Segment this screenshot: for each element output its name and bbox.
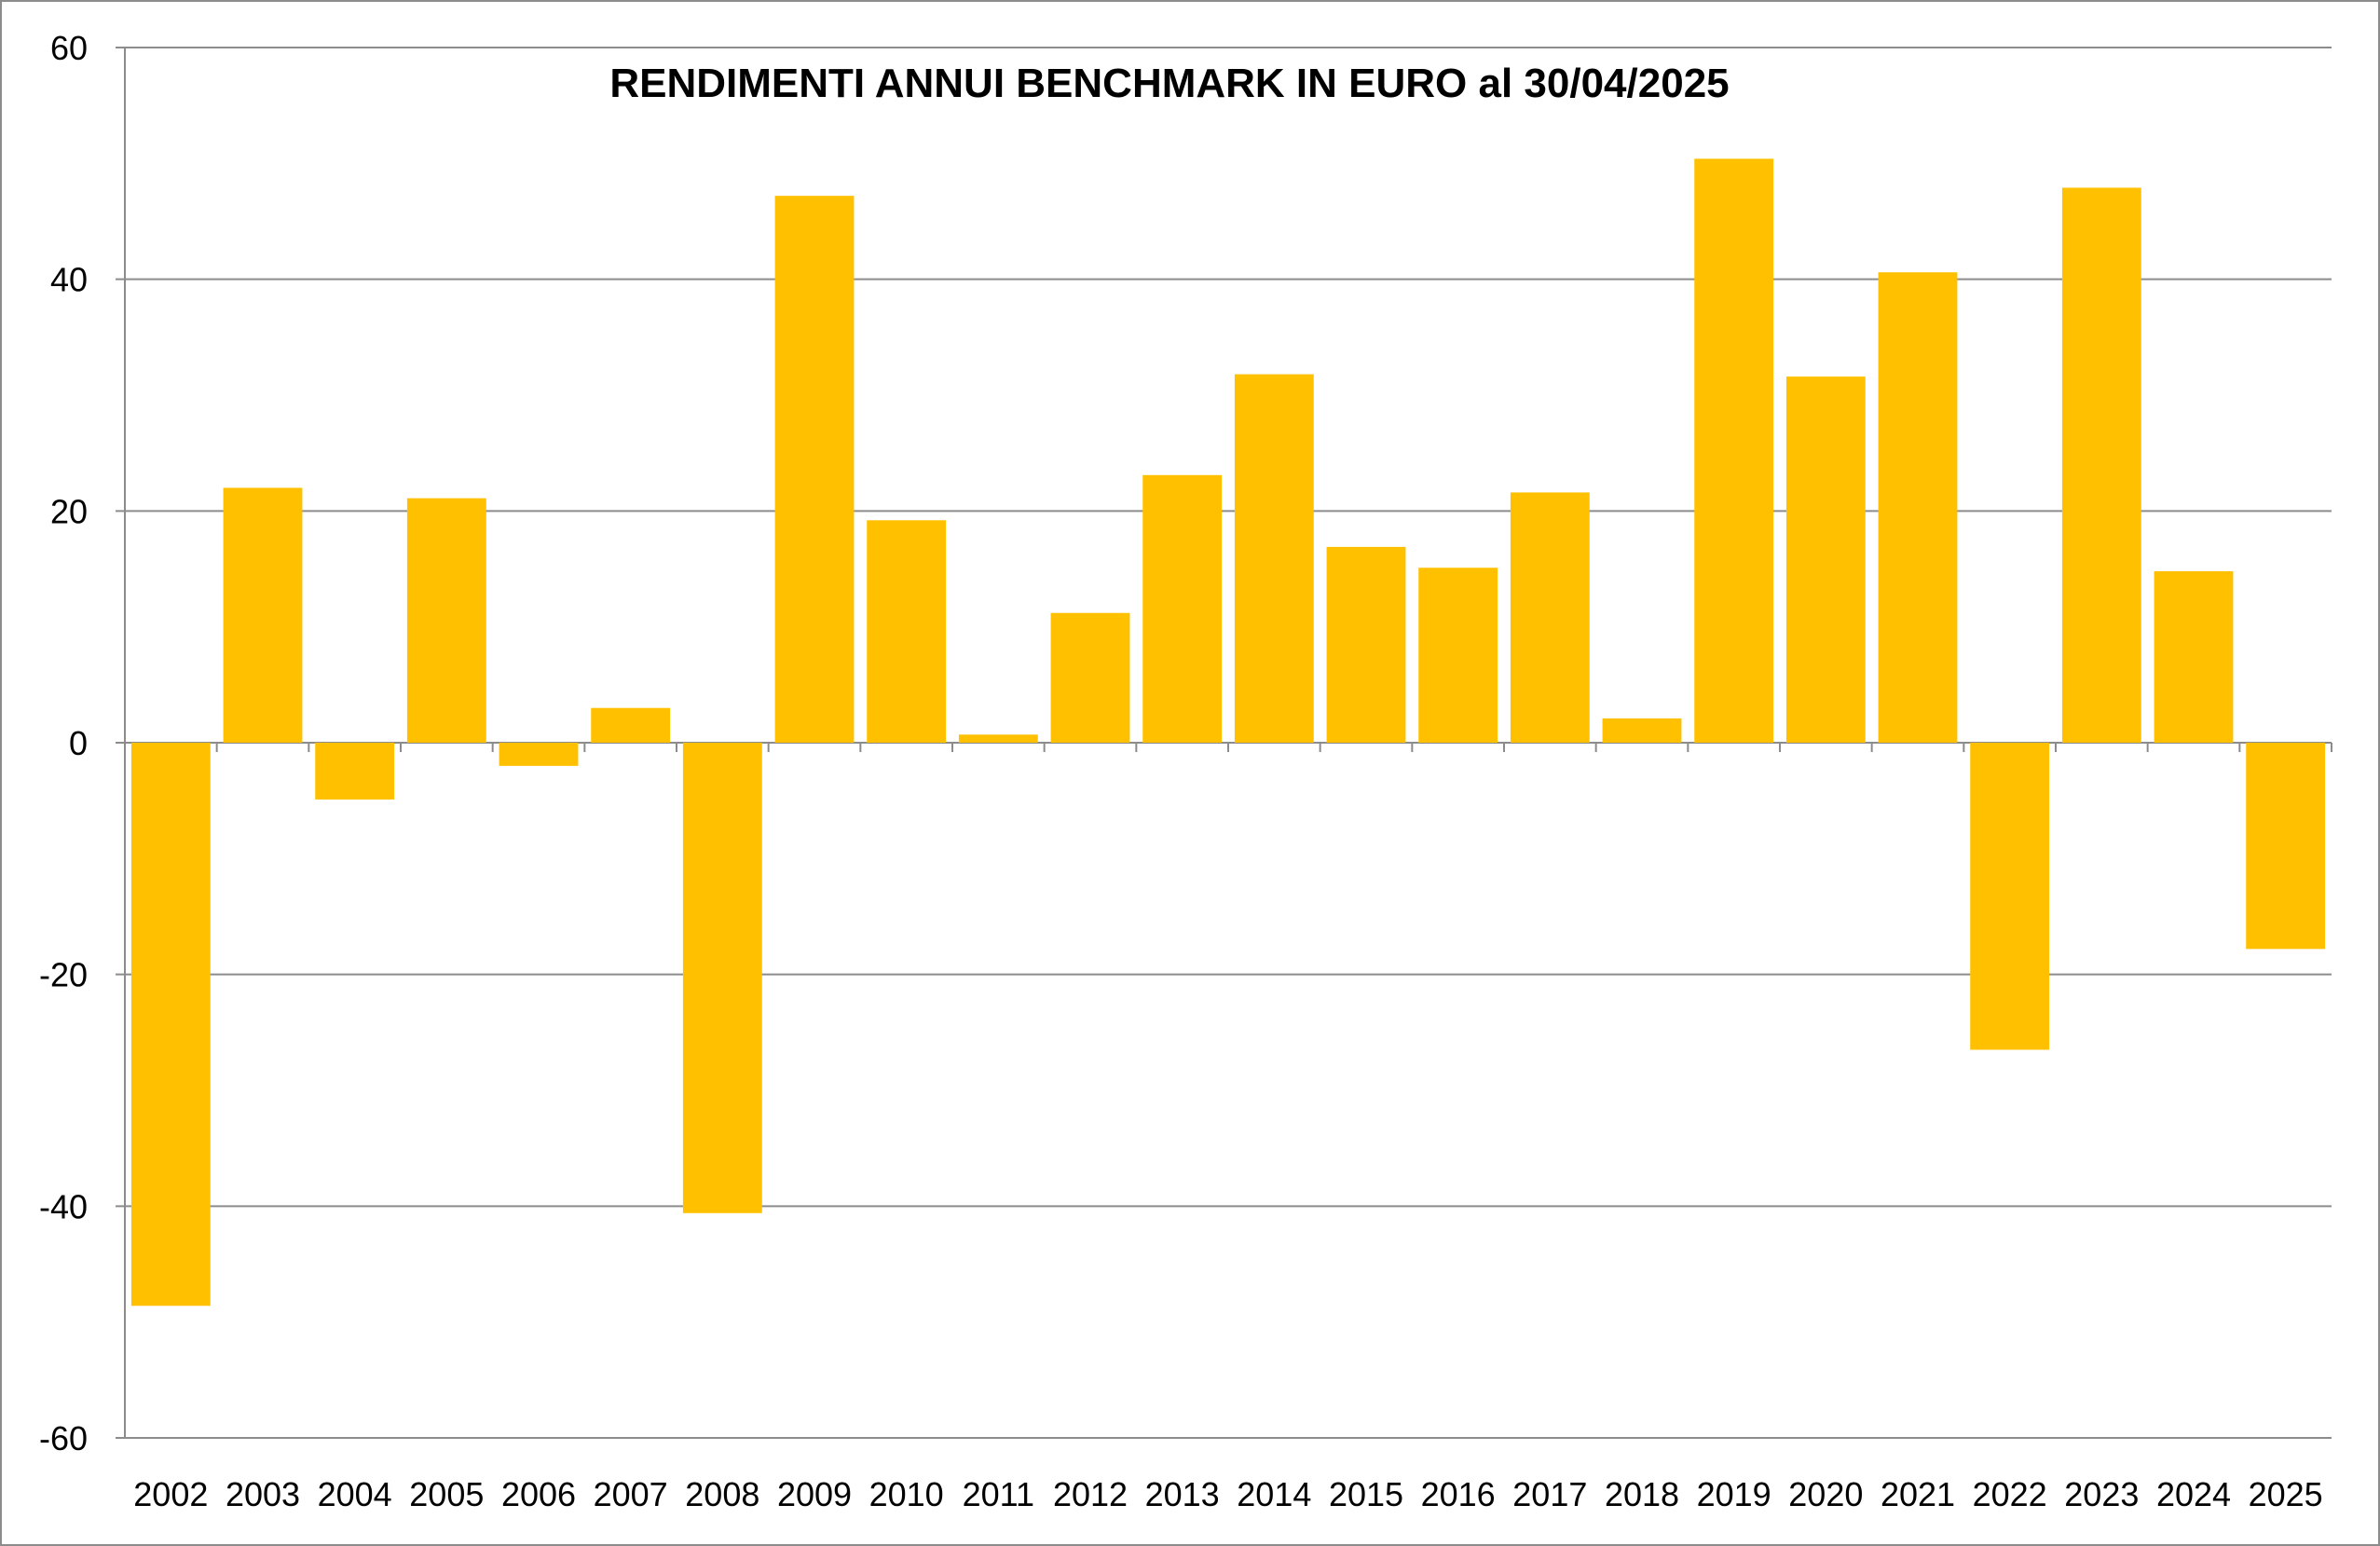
bar-2014 [1234,374,1314,743]
x-tick-label: 2015 [1329,1475,1403,1513]
bar-2017 [1510,492,1590,743]
bar-2006 [499,743,579,766]
y-tick-labels: 60 40 20 0 -20 -40 -60 [39,29,88,1457]
x-tick-label: 2021 [1881,1475,1955,1513]
y-tick-label: 60 [50,29,88,67]
bar-2002 [130,743,211,1307]
x-tick-label: 2006 [501,1475,576,1513]
y-tick-label: 0 [69,724,88,762]
x-tick-label: 2018 [1605,1475,1679,1513]
bar-2025 [2246,743,2326,950]
y-tick-label: 20 [50,492,88,530]
chart-title: RENDIMENTI ANNUI BENCHMARK IN EURO al 30… [609,61,1729,106]
y-tick-label: 40 [50,261,88,299]
x-tick-label: 2002 [133,1475,208,1513]
bar-2016 [1418,568,1498,743]
bar-2023 [2061,187,2141,743]
x-tick-label: 2019 [1697,1475,1771,1513]
gridlines [116,47,2332,1439]
y-tick-label: -60 [39,1419,88,1457]
bar-2007 [591,707,671,743]
bar-2019 [1694,158,1774,744]
x-tick-label: 2010 [869,1475,944,1513]
bar-2018 [1602,718,1682,743]
bars [130,158,2326,1307]
x-tick-label: 2012 [1053,1475,1128,1513]
x-tick-labels: 2002 2003 2004 2005 2006 2007 2008 2009 2010 2011… [133,1475,2322,1513]
bar-2015 [1326,546,1406,743]
bar-2021 [1878,272,1958,743]
bar-2022 [1970,743,2050,1050]
x-tick-label: 2020 [1788,1475,1863,1513]
x-tick-label: 2004 [318,1475,392,1513]
x-tick-label: 2023 [2064,1475,2139,1513]
x-tick-label: 2007 [594,1475,668,1513]
bar-2011 [958,734,1038,743]
x-tick-label: 2016 [1421,1475,1496,1513]
x-tick-label: 2011 [963,1475,1034,1513]
bar-2004 [315,743,395,800]
bar-2010 [867,520,947,743]
x-tick-label: 2003 [226,1475,300,1513]
x-tick-label: 2017 [1512,1475,1587,1513]
y-tick-label: -20 [39,956,88,994]
x-tick-label: 2025 [2249,1475,2323,1513]
x-tick-label: 2005 [409,1475,484,1513]
bar-2024 [2154,570,2234,743]
bar-2008 [682,743,762,1213]
axes [124,48,2332,1438]
x-tick-label: 2024 [2156,1475,2231,1513]
bar-2003 [223,487,303,743]
y-tick-label: -40 [39,1187,88,1225]
bar-2020 [1785,376,1866,743]
x-tick-label: 2014 [1237,1475,1311,1513]
x-tick-label: 2008 [685,1475,759,1513]
bar-2013 [1142,474,1223,743]
x-tick-label: 2022 [1973,1475,2047,1513]
bar-2009 [774,196,855,743]
bar-2005 [406,498,486,743]
x-tick-label: 2013 [1145,1475,1220,1513]
bar-2012 [1050,612,1130,743]
x-tick-label: 2009 [777,1475,852,1513]
